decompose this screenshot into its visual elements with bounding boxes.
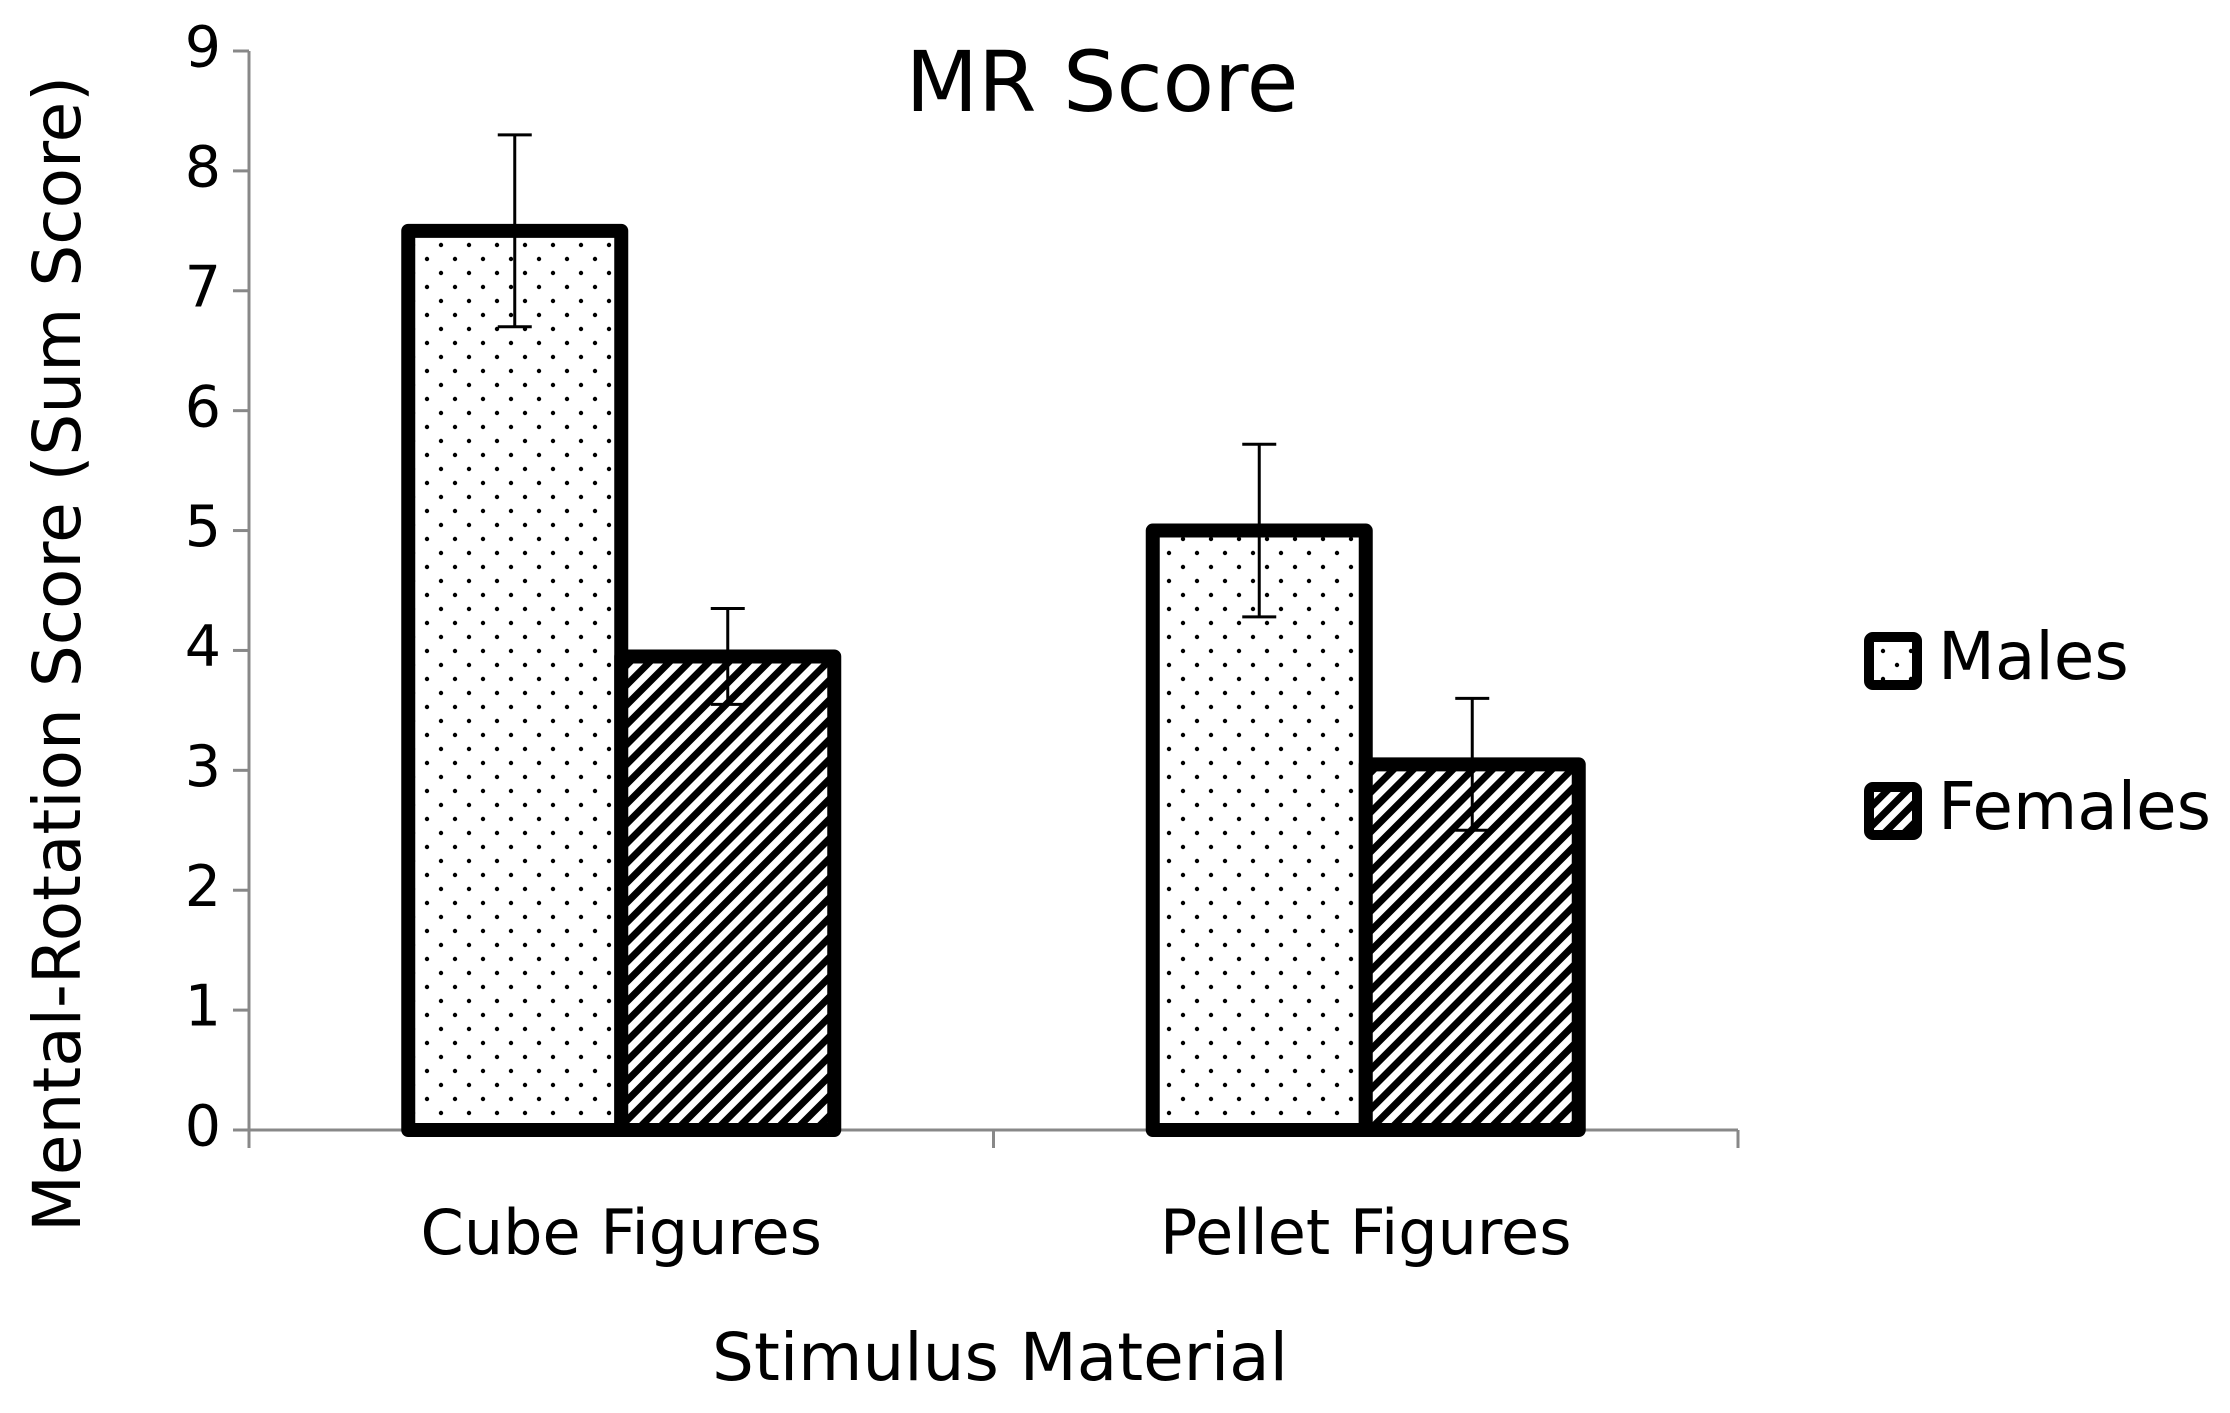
x-tick-label: Pellet Figures: [1160, 1196, 1572, 1269]
x-tick-label: Cube Figures: [421, 1196, 822, 1269]
y-tick-label: 4: [185, 614, 221, 680]
bar: [614, 649, 842, 1137]
error-bar: [497, 133, 532, 329]
y-tick-label: 0: [185, 1094, 221, 1160]
y-tick-label: 8: [185, 135, 221, 201]
y-axis-label: Mental-Rotation Score (Sum Score): [19, 76, 96, 1232]
y-tick-label: 9: [185, 15, 221, 81]
error-bar: [1455, 696, 1490, 832]
chart-title: MR Score: [906, 33, 1299, 131]
y-tick-label: 1: [185, 974, 221, 1040]
error-bar: [1242, 442, 1277, 619]
x-axis-label: Stimulus Material: [712, 1319, 1288, 1396]
y-tick-label: 5: [185, 494, 221, 560]
bar: [1145, 523, 1373, 1137]
y-tick-label: 7: [185, 254, 221, 320]
error-bar: [710, 606, 745, 706]
legend-swatch: [1864, 632, 1922, 690]
legend-label: Females: [1938, 768, 2211, 845]
legend-label: Males: [1938, 618, 2129, 695]
legend-swatch: [1864, 782, 1922, 840]
y-tick-label: 6: [185, 374, 221, 440]
y-tick-label: 3: [185, 734, 221, 800]
y-tick-label: 2: [185, 854, 221, 920]
bar: [401, 223, 629, 1138]
